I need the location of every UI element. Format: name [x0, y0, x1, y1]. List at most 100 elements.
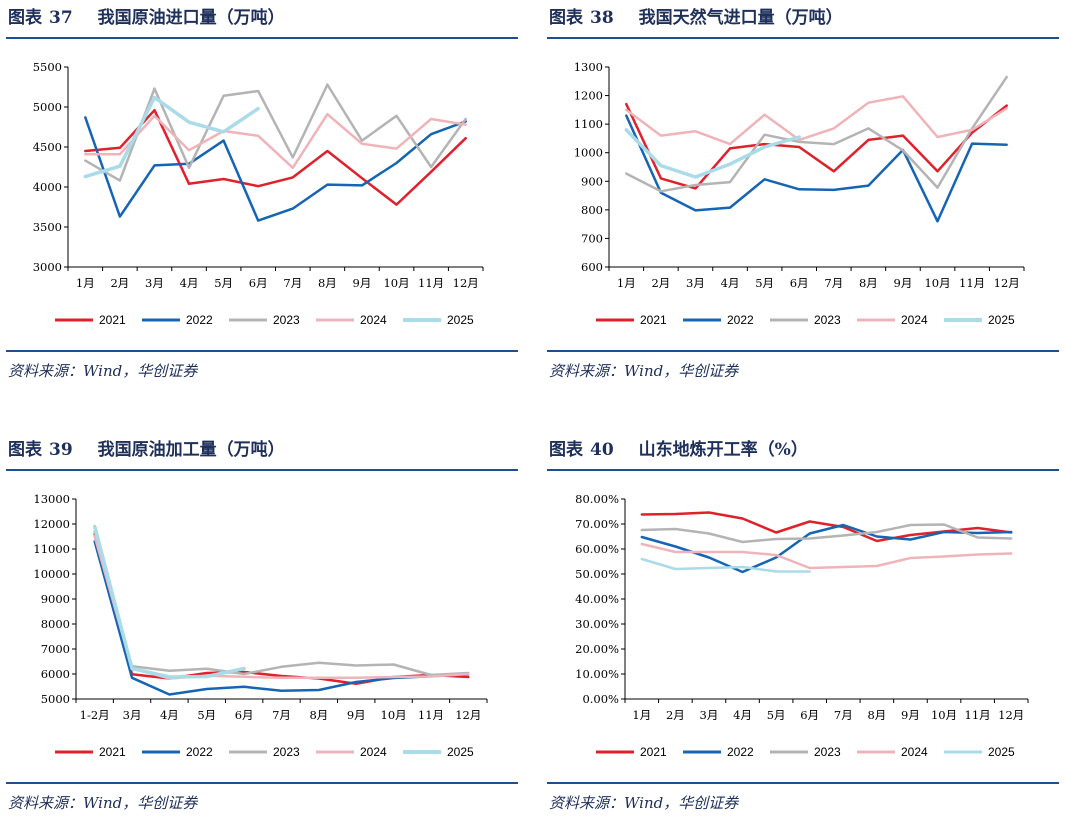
- y-tick-label: 11000: [33, 542, 70, 556]
- series-line-2024: [84, 112, 467, 170]
- legend-label-2025: 2025: [447, 313, 474, 327]
- source-divider: [6, 350, 518, 352]
- chart-title-number: 37: [49, 8, 73, 28]
- source-note: 资料来源：Wind，华创证券: [549, 794, 739, 812]
- legend-label-2024: 2024: [901, 313, 928, 327]
- legend-label-2025: 2025: [988, 313, 1015, 327]
- x-tick-label: 6月: [790, 276, 809, 290]
- y-tick-label: 600: [581, 260, 603, 274]
- series-line-2023: [640, 523, 1013, 544]
- chart-title-prefix: 图表: [549, 8, 583, 28]
- series-line-2022: [640, 523, 1013, 574]
- x-tick-label: 1月: [632, 708, 651, 722]
- x-tick-label: 9月: [901, 708, 920, 722]
- series-line-2021: [93, 532, 470, 686]
- x-tick-label: 8月: [309, 708, 328, 722]
- chart-title-text: 山东地炼开工率（%）: [638, 440, 808, 460]
- line-chart-crude-processing: 5000 6000 7000 8000 9000 10000 11000 12000 13000…: [33, 492, 488, 759]
- x-tick-label: 10月: [924, 276, 950, 290]
- y-tick-label: 800: [581, 203, 603, 217]
- legend-label-2022: 2022: [186, 313, 213, 327]
- x-tick-label: 2月: [651, 276, 670, 290]
- x-tick-label: 3月: [686, 276, 705, 290]
- chart-title-prefix: 图表: [8, 440, 42, 460]
- x-tick-label: 6月: [249, 276, 268, 290]
- x-tick-label: 7月: [283, 276, 302, 290]
- title-divider: [547, 469, 1059, 471]
- y-tick-label: 1200: [574, 89, 603, 103]
- series-line-2025: [624, 128, 801, 179]
- y-tick-label: 5500: [33, 60, 62, 74]
- y-tick-label: 7000: [41, 642, 70, 656]
- chart-title-prefix: 图表: [549, 440, 583, 460]
- y-tick-label: 1300: [574, 60, 603, 74]
- x-tick-label: 12月: [453, 276, 479, 290]
- x-tick-label: 4月: [180, 276, 199, 290]
- chart-title: 图表 39 我国原油加工量（万吨）: [8, 438, 285, 462]
- legend-label-2023: 2023: [814, 745, 841, 759]
- legend-label-2024: 2024: [901, 745, 928, 759]
- title-divider: [547, 37, 1059, 39]
- x-tick-label: 5月: [214, 276, 233, 290]
- chart-title: 图表 38 我国天然气进口量（万吨）: [549, 6, 843, 30]
- series-line-2021: [84, 108, 467, 206]
- y-tick-label: 3500: [33, 220, 62, 234]
- series-line-2025: [83, 95, 260, 179]
- line-chart-crude-imports: 3000 3500 4000 4500 5000 5500 1月 2月 3月 4月 5月 6月 7月 8月…: [33, 60, 484, 327]
- x-tick-label: 11月: [959, 276, 985, 290]
- x-tick-label: 2月: [110, 276, 129, 290]
- legend-label-2021: 2021: [640, 745, 667, 759]
- y-tick-label: 8000: [41, 617, 70, 631]
- legend-label-2022: 2022: [727, 745, 754, 759]
- legend-label-2022: 2022: [727, 313, 754, 327]
- x-tick-label: 7月: [824, 276, 843, 290]
- y-tick-label: 1100: [574, 117, 603, 131]
- source-divider: [547, 782, 1059, 784]
- y-tick-label: 700: [581, 231, 603, 245]
- x-tick-label: 6月: [800, 708, 819, 722]
- y-tick-label: 13000: [33, 492, 70, 506]
- chart-title-prefix: 图表: [8, 8, 42, 28]
- legend-label-2025: 2025: [447, 745, 474, 759]
- x-tick-label: 10月: [931, 708, 957, 722]
- x-tick-label: 3月: [145, 276, 164, 290]
- y-tick-label: 5000: [41, 692, 70, 706]
- x-tick-label: 4月: [160, 708, 179, 722]
- x-tick-label: 9月: [894, 276, 913, 290]
- legend-label-2022: 2022: [186, 745, 213, 759]
- y-tick-label: 40.00%: [575, 592, 619, 606]
- series-line-2022: [625, 114, 1008, 223]
- legend-label-2023: 2023: [273, 745, 300, 759]
- y-tick-label: 60.00%: [575, 542, 619, 556]
- series-line-2023: [625, 75, 1008, 193]
- chart-title-number: 38: [590, 8, 614, 28]
- y-tick-label: 900: [581, 174, 603, 188]
- legend-label-2023: 2023: [273, 313, 300, 327]
- x-tick-label: 12月: [455, 708, 481, 722]
- legend-label-2021: 2021: [99, 745, 126, 759]
- legend-label-2023: 2023: [814, 313, 841, 327]
- source-divider: [547, 350, 1059, 352]
- x-tick-label: 7月: [834, 708, 853, 722]
- legend-label-2024: 2024: [360, 745, 387, 759]
- series-line-2023: [93, 530, 470, 677]
- y-tick-label: 80.00%: [575, 492, 619, 506]
- source-note: 资料来源：Wind，华创证券: [549, 362, 739, 380]
- y-tick-label: 9000: [41, 592, 70, 606]
- x-tick-label: 4月: [721, 276, 740, 290]
- line-chart-gas-imports: 600 700 800 900 1000 1100 1200 1300 1月 2月 3月 4月 5月 6月…: [574, 60, 1025, 327]
- y-tick-label: 4000: [33, 180, 62, 194]
- x-tick-label: 9月: [347, 708, 366, 722]
- source-divider: [6, 782, 518, 784]
- series-line-2024: [625, 95, 1008, 146]
- x-tick-label: 6月: [235, 708, 254, 722]
- x-tick-label: 5月: [197, 708, 216, 722]
- y-tick-label: 3000: [33, 260, 62, 274]
- chart-title: 图表 37 我国原油进口量（万吨）: [8, 6, 285, 30]
- legend-label-2025: 2025: [988, 745, 1015, 759]
- legend-label-2021: 2021: [640, 313, 667, 327]
- y-tick-label: 4500: [33, 140, 62, 154]
- x-tick-label: 8月: [867, 708, 886, 722]
- chart-title-text: 我国原油进口量（万吨）: [97, 8, 285, 28]
- y-tick-label: 10000: [33, 567, 70, 581]
